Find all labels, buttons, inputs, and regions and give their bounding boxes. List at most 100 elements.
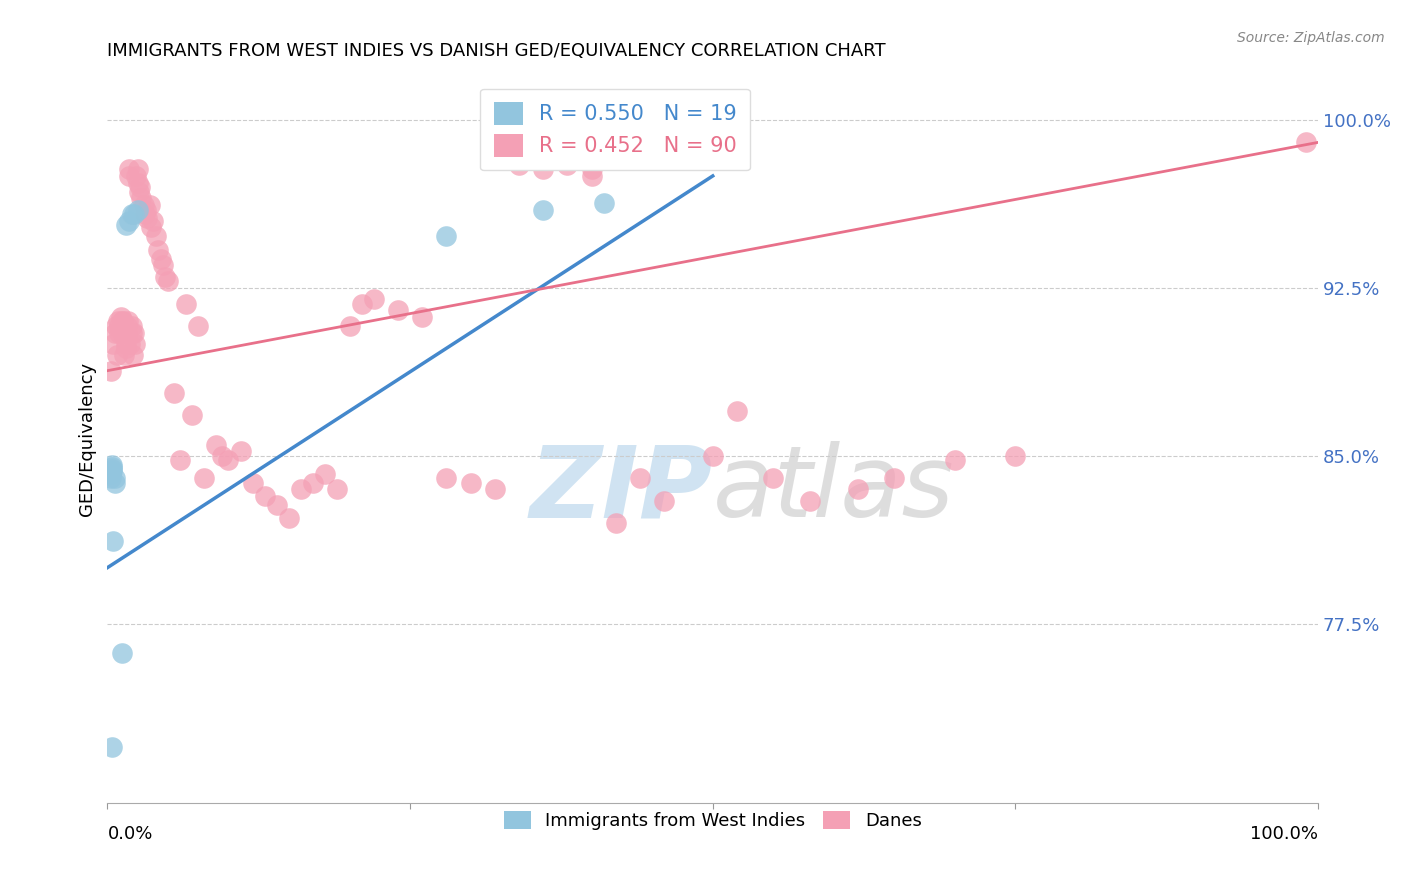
Point [112, 326, 135, 340]
Point [121, 326, 143, 340]
Point [127, 202, 149, 217]
Point [174, 296, 197, 310]
Point [108, 326, 131, 340]
Point [460, 475, 482, 490]
Point [129, 180, 152, 194]
Point [136, 211, 159, 226]
Text: IMMIGRANTS FROM WEST INDIES VS DANISH GED/EQUIVALENCY CORRELATION CHART: IMMIGRANTS FROM WEST INDIES VS DANISH GE… [107, 42, 886, 60]
Point [111, 318, 134, 333]
Point [104, 318, 127, 333]
Point [110, 310, 132, 324]
Point [211, 449, 233, 463]
Point [115, 318, 138, 333]
Point [149, 252, 172, 266]
Point [266, 498, 288, 512]
Point [101, 739, 124, 754]
Point [702, 449, 724, 463]
Y-axis label: GED/Equivalency: GED/Equivalency [79, 362, 96, 516]
Point [205, 437, 228, 451]
Point [557, 158, 579, 172]
Point [605, 516, 627, 530]
Point [1295, 136, 1317, 150]
Point [107, 314, 129, 328]
Point [242, 475, 264, 490]
Point [114, 218, 136, 232]
Point [943, 453, 966, 467]
Point [581, 162, 603, 177]
Point [135, 202, 157, 217]
Point [725, 404, 748, 418]
Point [127, 162, 149, 177]
Point [118, 169, 141, 183]
Legend: Immigrants from West Indies, Danes: Immigrants from West Indies, Danes [496, 804, 929, 838]
Point [531, 162, 554, 177]
Point [339, 318, 361, 333]
Point [115, 326, 138, 340]
Point [104, 471, 127, 485]
Point [100, 467, 122, 481]
Point [122, 207, 145, 221]
Point [101, 459, 124, 474]
Point [117, 314, 139, 328]
Point [134, 207, 156, 221]
Text: 0.0%: 0.0% [107, 824, 153, 843]
Point [363, 292, 385, 306]
Point [112, 314, 135, 328]
Point [762, 471, 785, 485]
Point [104, 326, 127, 340]
Point [169, 453, 191, 467]
Point [100, 471, 122, 485]
Point [127, 176, 149, 190]
Point [121, 318, 143, 333]
Point [112, 348, 135, 362]
Point [128, 185, 150, 199]
Text: atlas: atlas [713, 442, 955, 539]
Point [253, 489, 276, 503]
Point [125, 169, 148, 183]
Point [799, 493, 821, 508]
Text: 100.0%: 100.0% [1250, 824, 1319, 843]
Point [592, 195, 614, 210]
Point [124, 336, 146, 351]
Point [484, 483, 506, 497]
Point [187, 318, 209, 333]
Point [290, 483, 312, 497]
Text: Source: ZipAtlas.com: Source: ZipAtlas.com [1237, 31, 1385, 45]
Point [100, 364, 122, 378]
Point [302, 475, 325, 490]
Point [132, 198, 155, 212]
Text: ZIP: ZIP [530, 442, 713, 539]
Point [314, 467, 336, 481]
Point [557, 153, 579, 168]
Point [118, 213, 141, 227]
Point [193, 471, 215, 485]
Point [145, 229, 167, 244]
Point [114, 341, 136, 355]
Point [120, 336, 142, 351]
Point [350, 296, 373, 310]
Point [103, 336, 125, 351]
Point [883, 471, 905, 485]
Point [628, 471, 651, 485]
Point [531, 202, 554, 217]
Point [101, 464, 124, 478]
Point [846, 483, 869, 497]
Point [121, 348, 143, 362]
Point [1004, 449, 1026, 463]
Point [508, 158, 530, 172]
Point [122, 326, 145, 340]
Point [111, 646, 134, 660]
Point [105, 348, 128, 362]
Point [652, 493, 675, 508]
Point [139, 198, 162, 212]
Point [152, 259, 174, 273]
Point [434, 471, 457, 485]
Point [278, 511, 301, 525]
Point [581, 169, 603, 183]
Point [181, 409, 204, 423]
Point [114, 336, 136, 351]
Point [326, 483, 349, 497]
Point [155, 269, 177, 284]
Point [156, 274, 179, 288]
Point [163, 386, 186, 401]
